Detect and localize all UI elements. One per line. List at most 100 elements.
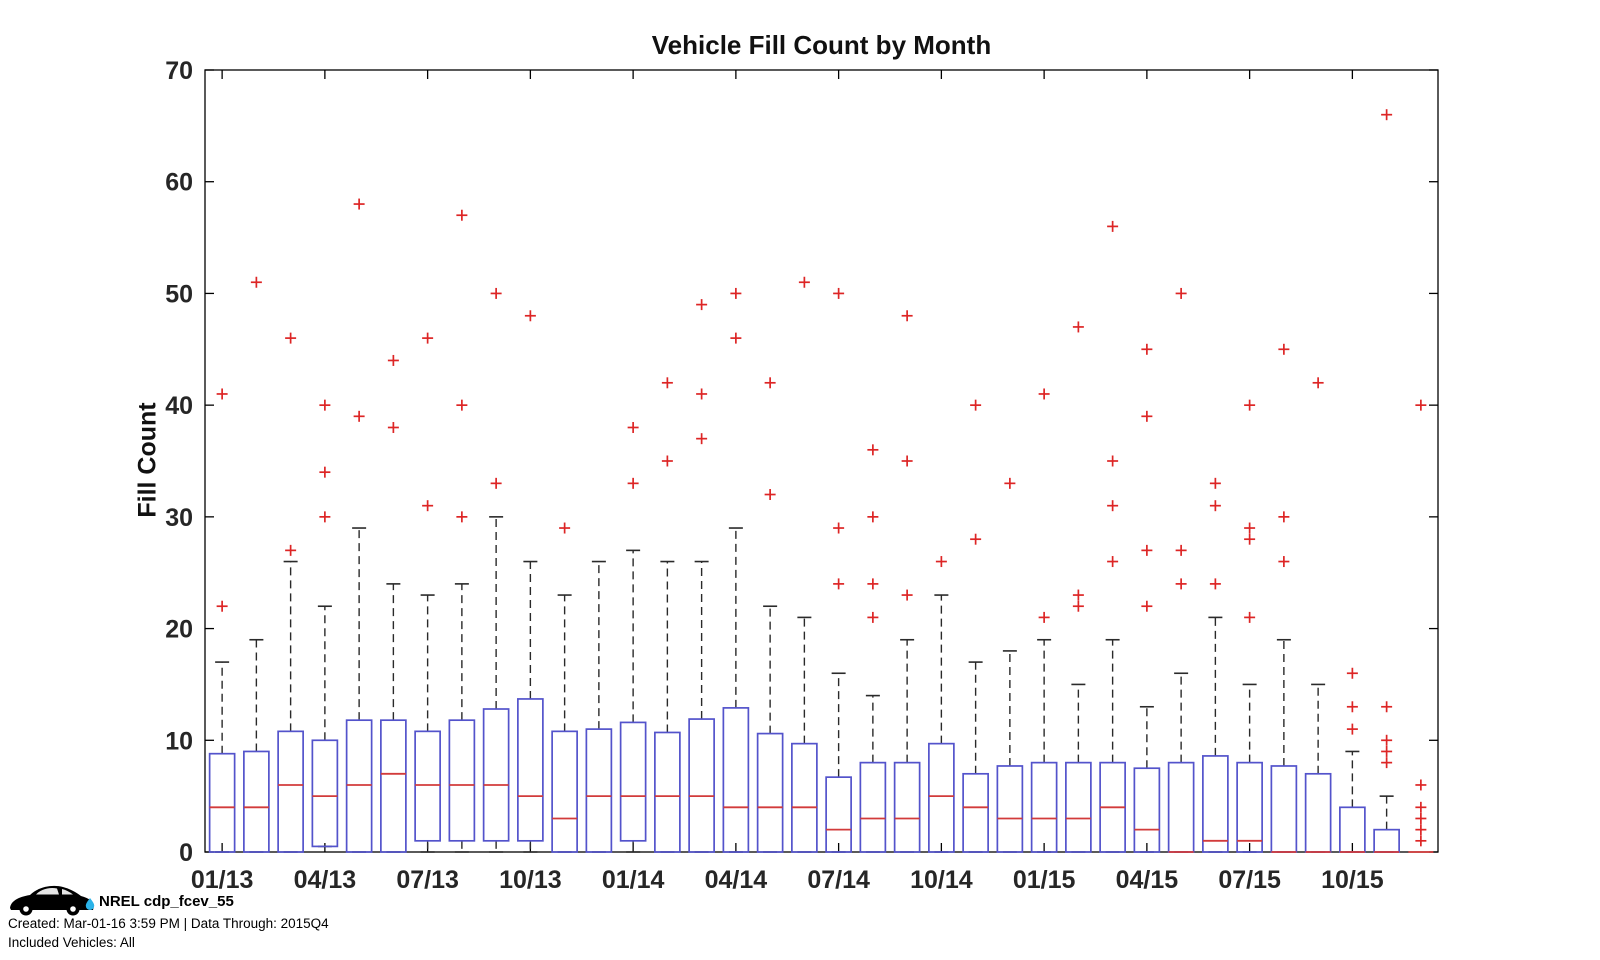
chart-title: Vehicle Fill Count by Month [651, 30, 992, 60]
outlier-marker [661, 455, 673, 467]
outlier-marker [901, 589, 913, 601]
outlier-marker [1141, 410, 1153, 422]
x-tick-label: 10/15 [1321, 866, 1384, 894]
outlier-marker [216, 600, 228, 612]
outlier-marker [456, 209, 468, 221]
boxplot-month [482, 287, 510, 853]
outlier-marker [1072, 589, 1084, 601]
boxplot-month [380, 354, 407, 853]
outlier-marker [1072, 321, 1084, 333]
boxplot-month [517, 310, 544, 853]
boxplot-month [1202, 477, 1229, 853]
outlier-marker [1381, 745, 1393, 757]
boxplot-month [1339, 667, 1366, 853]
boxplot-month [756, 377, 784, 853]
outlier-marker [1244, 522, 1256, 534]
outlier-marker [1107, 500, 1119, 512]
boxplot-month [654, 377, 681, 853]
outlier-marker [1175, 578, 1187, 590]
outlier-marker [216, 388, 228, 400]
outlier-marker [353, 410, 365, 422]
outlier-marker [867, 611, 879, 623]
boxplot-month [1065, 321, 1092, 853]
boxplot-month [1236, 399, 1263, 853]
x-tick-label: 01/15 [1013, 866, 1076, 894]
outlier-marker [1175, 544, 1187, 556]
outlier-marker [1415, 779, 1427, 791]
outlier-marker [1038, 611, 1050, 623]
boxplot-month [277, 332, 304, 853]
outlier-marker [1415, 399, 1427, 411]
outlier-marker [1415, 812, 1427, 824]
footer-dataset-label: NREL cdp_fcev_55 [99, 893, 234, 910]
boxplot-month [311, 399, 339, 848]
outlier-marker [1278, 556, 1290, 568]
outlier-marker [1381, 734, 1393, 746]
outlier-marker [730, 287, 742, 299]
boxplot-month [1304, 377, 1332, 853]
footer-created-line: Created: Mar-01-16 3:59 PM | Data Throug… [8, 916, 329, 931]
y-tick-label: 10 [165, 727, 193, 755]
outlier-marker [1346, 723, 1358, 735]
outlier-marker [1107, 556, 1119, 568]
y-tick-label: 0 [179, 839, 193, 867]
y-tick-label: 50 [165, 280, 193, 308]
boxplot-month [688, 299, 715, 853]
outlier-marker [696, 433, 708, 445]
outlier-marker [1415, 801, 1427, 813]
boxplot-month [893, 310, 921, 853]
water-drop-icon [85, 898, 95, 910]
outlier-marker [627, 477, 639, 489]
outlier-marker [1209, 578, 1221, 590]
x-tick-label: 01/13 [191, 866, 254, 894]
boxplot-month [619, 421, 647, 853]
boxplot-month [345, 198, 373, 853]
nrel-car-icon [10, 885, 95, 916]
outlier-marker [1346, 701, 1358, 713]
y-tick-label: 30 [165, 504, 193, 532]
boxplot-month [962, 399, 989, 853]
boxplot-month [1373, 109, 1400, 853]
outlier-marker [285, 332, 297, 344]
boxplot-month [243, 276, 270, 853]
outlier-marker [490, 477, 502, 489]
outlier-marker [1415, 824, 1427, 836]
outlier-marker [559, 522, 571, 534]
outlier-marker [627, 421, 639, 433]
outlier-marker [319, 399, 331, 411]
boxplot-month [1167, 287, 1195, 853]
boxplot-month [791, 276, 818, 853]
outlier-marker [490, 287, 502, 299]
outlier-marker [353, 198, 365, 210]
outlier-marker [456, 511, 468, 523]
outlier-marker [696, 299, 708, 311]
outlier-marker [867, 511, 879, 523]
outlier-marker [1141, 544, 1153, 556]
boxplot-month [1270, 343, 1298, 853]
outlier-marker [1038, 388, 1050, 400]
outlier-marker [387, 421, 399, 433]
outlier-marker [387, 354, 399, 366]
outlier-marker [970, 399, 982, 411]
boxplot-month [825, 287, 852, 853]
outlier-marker [1381, 109, 1393, 121]
boxplot-month [996, 477, 1024, 853]
x-tick-label: 07/13 [396, 866, 459, 894]
outlier-marker [696, 388, 708, 400]
outlier-marker [661, 377, 673, 389]
y-tick-label: 20 [165, 616, 193, 644]
y-tick-label: 60 [165, 169, 193, 197]
outlier-marker [901, 455, 913, 467]
outlier-marker [1415, 835, 1427, 847]
outlier-marker [798, 276, 810, 288]
x-tick-label: 01/14 [602, 866, 665, 894]
boxplot-month [928, 556, 955, 853]
outlier-marker [1278, 343, 1290, 355]
outlier-marker [833, 287, 845, 299]
outlier-marker [1107, 455, 1119, 467]
outlier-marker [319, 511, 331, 523]
boxplot-month [448, 209, 476, 853]
footer-vehicles-line: Included Vehicles: All [8, 935, 135, 950]
